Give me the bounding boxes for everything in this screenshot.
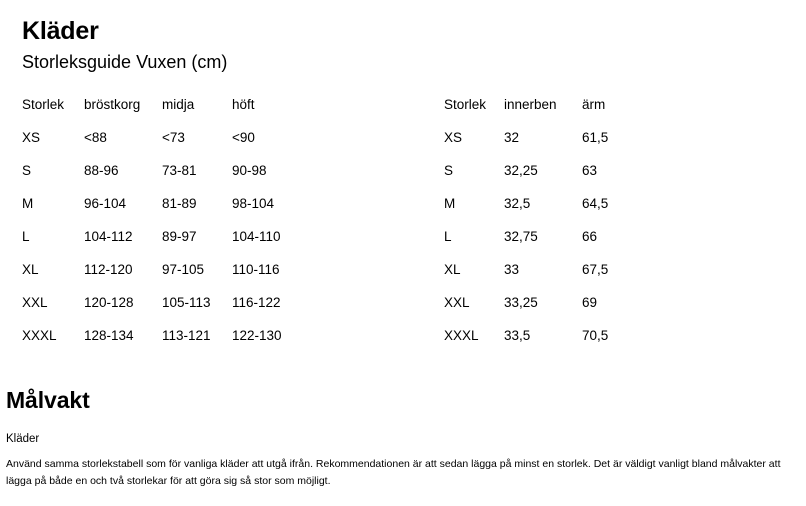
table-row: XL 112-120 97-105 110-116 (22, 253, 322, 286)
cell-sleeve: 67,5 (582, 261, 609, 277)
cell-size: XL (444, 261, 461, 277)
cell-waist: 81-89 (162, 195, 197, 211)
cell-size: XXXL (444, 327, 479, 343)
goalkeeper-description: Använd samma storlekstabell som för vanl… (6, 458, 781, 487)
adult-size-table-body: Storlek bröstkorg midja höft XS <88 <73 … (22, 88, 322, 352)
cell-sleeve: 64,5 (582, 195, 609, 211)
cell-size: M (444, 195, 456, 211)
cell-hip: 122-130 (232, 327, 282, 343)
cell-hip: 98-104 (232, 195, 275, 211)
cell-sleeve: 63 (582, 162, 598, 178)
cell-sleeve: 70,5 (582, 327, 609, 343)
cell-chest: 96-104 (84, 195, 127, 211)
cell-hip: 90-98 (232, 162, 267, 178)
cell-chest: <88 (84, 129, 107, 145)
column-header-size: Storlek (22, 96, 65, 112)
cell-chest: 104-112 (84, 228, 133, 244)
cell-size: XXL (22, 294, 48, 310)
table-row: XXL 33,25 69 (444, 286, 652, 319)
cell-chest: 112-120 (84, 261, 133, 277)
cell-size: XS (22, 129, 41, 145)
column-header-size: Storlek (444, 96, 487, 112)
table-header: Storlek innerben ärm (444, 88, 652, 121)
cell-inseam: 32 (504, 129, 520, 145)
table-row: M 96-104 81-89 98-104 (22, 187, 322, 220)
cell-hip: 104-110 (232, 228, 281, 244)
cell-waist: 105-113 (162, 294, 211, 310)
column-header-waist: midja (162, 96, 195, 112)
cell-inseam: 33 (504, 261, 520, 277)
table-header: Storlek bröstkorg midja höft (22, 88, 322, 121)
goalkeeper-title: Målvakt (6, 387, 90, 413)
table-body: XS <88 <73 <90 S 88-96 73-81 90-98 M 96-… (22, 121, 322, 352)
column-header-hip: höft (232, 96, 255, 112)
table-row: XL 33 67,5 (444, 253, 652, 286)
table-row: M 32,5 64,5 (444, 187, 652, 220)
cell-inseam: 32,5 (504, 195, 531, 211)
cell-chest: 88-96 (84, 162, 119, 178)
table-row: XXXL 128-134 113-121 122-130 (22, 319, 322, 352)
table-header-row: Storlek bröstkorg midja höft (22, 88, 322, 121)
adult-size-table-limbs: Storlek innerben ärm XS 32 61,5 S 32,25 … (444, 88, 652, 352)
cell-inseam: 32,25 (504, 162, 538, 178)
table-body: XS 32 61,5 S 32,25 63 M 32,5 64,5 L 32,7… (444, 121, 652, 352)
table-row: S 88-96 73-81 90-98 (22, 154, 322, 187)
cell-hip: <90 (232, 129, 255, 145)
cell-size: M (22, 195, 34, 211)
cell-sleeve: 69 (582, 294, 598, 310)
cell-waist: 89-97 (162, 228, 197, 244)
column-header-inseam: innerben (504, 96, 557, 112)
cell-size: S (444, 162, 454, 178)
cell-hip: 116-122 (232, 294, 281, 310)
cell-waist: 97-105 (162, 261, 205, 277)
goalkeeper-clothing-label: Kläder (6, 433, 40, 445)
column-header-sleeve: ärm (582, 96, 606, 112)
table-row: XS 32 61,5 (444, 121, 652, 154)
cell-waist: <73 (162, 129, 185, 145)
cell-sleeve: 61,5 (582, 129, 609, 145)
cell-chest: 120-128 (84, 294, 134, 310)
page-subtitle: Storleksguide Vuxen (cm) (22, 52, 228, 72)
cell-size: L (22, 228, 30, 244)
table-row: L 104-112 89-97 104-110 (22, 220, 322, 253)
page-title: Kläder (22, 17, 99, 45)
cell-size: L (444, 228, 452, 244)
cell-sleeve: 66 (582, 228, 598, 244)
cell-inseam: 33,5 (504, 327, 531, 343)
table-row: XS <88 <73 <90 (22, 121, 322, 154)
cell-size: XXXL (22, 327, 57, 343)
column-header-chest: bröstkorg (84, 96, 141, 112)
cell-inseam: 32,75 (504, 228, 538, 244)
table-row: L 32,75 66 (444, 220, 652, 253)
cell-waist: 113-121 (162, 327, 211, 343)
cell-chest: 128-134 (84, 327, 134, 343)
cell-waist: 73-81 (162, 162, 197, 178)
cell-hip: 110-116 (232, 261, 280, 277)
table-row: S 32,25 63 (444, 154, 652, 187)
cell-size: XL (22, 261, 39, 277)
table-header-row: Storlek innerben ärm (444, 88, 652, 121)
table-row: XXXL 33,5 70,5 (444, 319, 652, 352)
cell-size: S (22, 162, 32, 178)
cell-size: XXL (444, 294, 470, 310)
cell-inseam: 33,25 (504, 294, 538, 310)
cell-size: XS (444, 129, 463, 145)
table-row: XXL 120-128 105-113 116-122 (22, 286, 322, 319)
